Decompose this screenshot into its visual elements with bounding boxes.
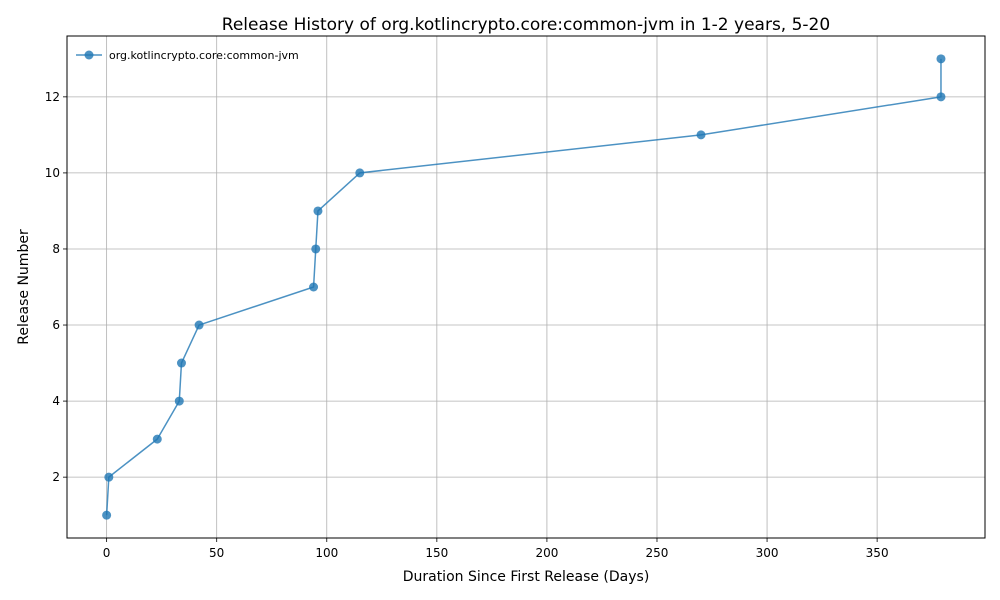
data-point bbox=[174, 396, 184, 406]
y-tick-label: 8 bbox=[52, 242, 60, 256]
y-tick-label: 2 bbox=[52, 470, 60, 484]
data-point bbox=[936, 54, 946, 64]
x-tick-label: 150 bbox=[425, 546, 448, 560]
y-tick-label: 6 bbox=[52, 318, 60, 332]
x-tick-label: 0 bbox=[103, 546, 111, 560]
data-point bbox=[309, 282, 319, 292]
chart-title: Release History of org.kotlincrypto.core… bbox=[222, 15, 830, 35]
y-tick-label: 12 bbox=[45, 90, 60, 104]
y-tick-label: 10 bbox=[45, 166, 60, 180]
x-tick-label: 350 bbox=[866, 546, 889, 560]
x-tick-label: 250 bbox=[646, 546, 669, 560]
y-tick-label: 4 bbox=[52, 394, 60, 408]
axis-ticks: 0 50 100 150 200 250 300 350 2 4 6 8 10 12 bbox=[45, 90, 889, 560]
x-tick-label: 50 bbox=[209, 546, 224, 560]
legend-label: org.kotlincrypto.core:common-jvm bbox=[109, 49, 299, 62]
legend-marker bbox=[84, 50, 94, 60]
grid-lines bbox=[67, 36, 985, 538]
data-point bbox=[102, 510, 112, 520]
data-point bbox=[311, 244, 321, 254]
x-tick-label: 200 bbox=[535, 546, 558, 560]
data-series bbox=[102, 54, 946, 520]
y-axis-label: Release Number bbox=[16, 229, 32, 345]
data-point bbox=[152, 434, 162, 444]
plot-area-frame bbox=[66, 35, 986, 539]
legend: org.kotlincrypto.core:common-jvm bbox=[76, 49, 299, 62]
data-point bbox=[696, 130, 706, 140]
x-tick-label: 100 bbox=[315, 546, 338, 560]
data-point bbox=[355, 168, 365, 178]
data-point bbox=[176, 358, 186, 368]
data-point bbox=[313, 206, 323, 216]
data-point bbox=[936, 92, 946, 102]
x-tick-label: 300 bbox=[756, 546, 779, 560]
data-point bbox=[104, 472, 114, 482]
x-axis-label: Duration Since First Release (Days) bbox=[403, 569, 650, 585]
data-point bbox=[194, 320, 204, 330]
